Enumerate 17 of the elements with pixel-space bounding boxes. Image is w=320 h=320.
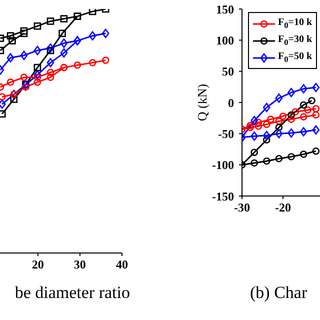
- y-tick-label: -50: [218, 126, 234, 141]
- x-tick-label: 20: [32, 258, 44, 272]
- y-tick-label: 50: [222, 64, 234, 79]
- y-tick-label: -100: [212, 158, 234, 172]
- y-tick-label: 150: [216, 2, 234, 16]
- legend-label: F$_{0}$=50 k: [278, 51, 312, 64]
- legend-label: F$_{0}$=30 k: [278, 34, 312, 47]
- y-tick-label: -150: [212, 189, 234, 204]
- legend-label: F$_{0}$=10 k: [278, 17, 312, 30]
- x-tick-label: -20: [275, 200, 292, 215]
- x-tick-label: -30: [234, 200, 250, 215]
- text: (b) Char: [249, 283, 308, 303]
- y-tick-label: 0: [228, 96, 234, 110]
- text: be diameter ratio: [14, 283, 131, 303]
- y-tick-label: 100: [216, 33, 234, 48]
- x-tick-label: 40: [116, 258, 128, 272]
- x-tick-label: 30: [74, 258, 86, 272]
